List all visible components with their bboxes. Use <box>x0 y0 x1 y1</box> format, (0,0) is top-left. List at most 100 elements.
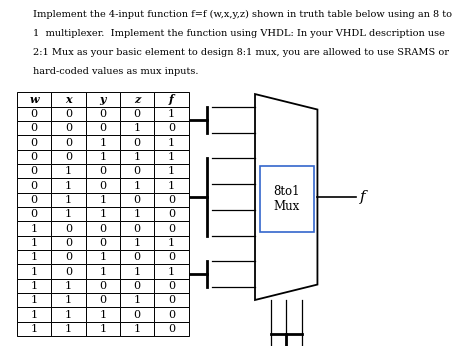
Text: 1: 1 <box>134 152 141 162</box>
Text: 0: 0 <box>31 209 38 219</box>
Text: 1: 1 <box>31 266 38 276</box>
Bar <box>120 250 155 264</box>
Text: 1: 1 <box>65 324 72 334</box>
Text: 0: 0 <box>168 195 175 205</box>
Text: 0: 0 <box>168 209 175 219</box>
Text: 0: 0 <box>99 166 106 176</box>
Text: 0: 0 <box>99 295 106 305</box>
Bar <box>51 221 86 236</box>
Bar <box>17 279 51 293</box>
Bar <box>155 250 189 264</box>
Text: 0: 0 <box>99 181 106 191</box>
Text: 1: 1 <box>31 224 38 234</box>
Bar <box>120 293 155 307</box>
Text: 1: 1 <box>168 152 175 162</box>
Text: 0: 0 <box>99 224 106 234</box>
Text: 1: 1 <box>168 181 175 191</box>
Bar <box>86 279 120 293</box>
Text: x: x <box>65 94 72 105</box>
Bar <box>86 264 120 279</box>
Text: 0: 0 <box>134 224 141 234</box>
Bar <box>17 193 51 207</box>
Text: 0: 0 <box>31 181 38 191</box>
Bar <box>51 193 86 207</box>
Bar <box>17 236 51 250</box>
Bar <box>86 207 120 221</box>
Text: 0: 0 <box>65 109 72 119</box>
Bar <box>86 150 120 164</box>
Text: 1: 1 <box>134 181 141 191</box>
Bar <box>17 107 51 121</box>
Bar <box>17 150 51 164</box>
Bar <box>86 221 120 236</box>
Bar <box>51 150 86 164</box>
Bar <box>120 207 155 221</box>
Text: 1: 1 <box>168 137 175 147</box>
Bar <box>155 150 189 164</box>
Text: 0: 0 <box>31 195 38 205</box>
Bar <box>120 221 155 236</box>
Bar <box>155 193 189 207</box>
Text: 0: 0 <box>168 224 175 234</box>
Bar <box>17 207 51 221</box>
Text: 0: 0 <box>99 109 106 119</box>
Bar <box>120 236 155 250</box>
Text: 1: 1 <box>65 166 72 176</box>
Bar <box>260 166 313 232</box>
Text: 0: 0 <box>168 252 175 262</box>
Bar <box>155 207 189 221</box>
Bar <box>86 307 120 322</box>
Bar <box>120 121 155 135</box>
Bar <box>120 135 155 150</box>
Polygon shape <box>255 94 318 300</box>
Bar <box>51 293 86 307</box>
Text: 1: 1 <box>65 181 72 191</box>
Bar <box>51 250 86 264</box>
Bar <box>155 307 189 322</box>
Bar <box>155 107 189 121</box>
Bar <box>86 236 120 250</box>
Bar <box>86 135 120 150</box>
Text: 1: 1 <box>99 310 106 319</box>
Bar <box>120 164 155 178</box>
Text: 0: 0 <box>134 310 141 319</box>
Text: 0: 0 <box>31 166 38 176</box>
Bar <box>86 164 120 178</box>
Bar <box>155 164 189 178</box>
Text: 2:1 Mux as your basic element to design 8:1 mux, you are allowed to use SRAMS or: 2:1 Mux as your basic element to design … <box>33 48 448 57</box>
Text: Implement the 4-input function f=f (w,x,y,z) shown in truth table below using an: Implement the 4-input function f=f (w,x,… <box>33 10 452 19</box>
Text: 1: 1 <box>99 252 106 262</box>
Text: 1: 1 <box>31 281 38 291</box>
Bar <box>17 121 51 135</box>
Text: w: w <box>29 94 39 105</box>
Bar <box>86 250 120 264</box>
Bar <box>120 178 155 193</box>
Bar <box>51 264 86 279</box>
Text: f: f <box>169 94 174 105</box>
Bar <box>17 250 51 264</box>
Bar <box>120 322 155 336</box>
Text: 0: 0 <box>134 166 141 176</box>
Text: 0: 0 <box>99 123 106 133</box>
Text: 0: 0 <box>168 281 175 291</box>
Bar <box>86 92 120 107</box>
Text: 0: 0 <box>31 109 38 119</box>
Bar <box>51 135 86 150</box>
Bar <box>17 293 51 307</box>
Bar <box>86 121 120 135</box>
Text: 1: 1 <box>65 281 72 291</box>
Text: 1: 1 <box>168 238 175 248</box>
Text: 0: 0 <box>134 195 141 205</box>
Text: 1: 1 <box>31 252 38 262</box>
Bar <box>17 264 51 279</box>
Text: 1: 1 <box>134 209 141 219</box>
Text: 1: 1 <box>31 310 38 319</box>
Bar <box>155 92 189 107</box>
Text: 0: 0 <box>65 266 72 276</box>
Text: 0: 0 <box>65 137 72 147</box>
Bar <box>51 279 86 293</box>
Text: 1: 1 <box>31 238 38 248</box>
Text: 0: 0 <box>31 123 38 133</box>
Bar <box>86 293 120 307</box>
Text: 1: 1 <box>99 209 106 219</box>
